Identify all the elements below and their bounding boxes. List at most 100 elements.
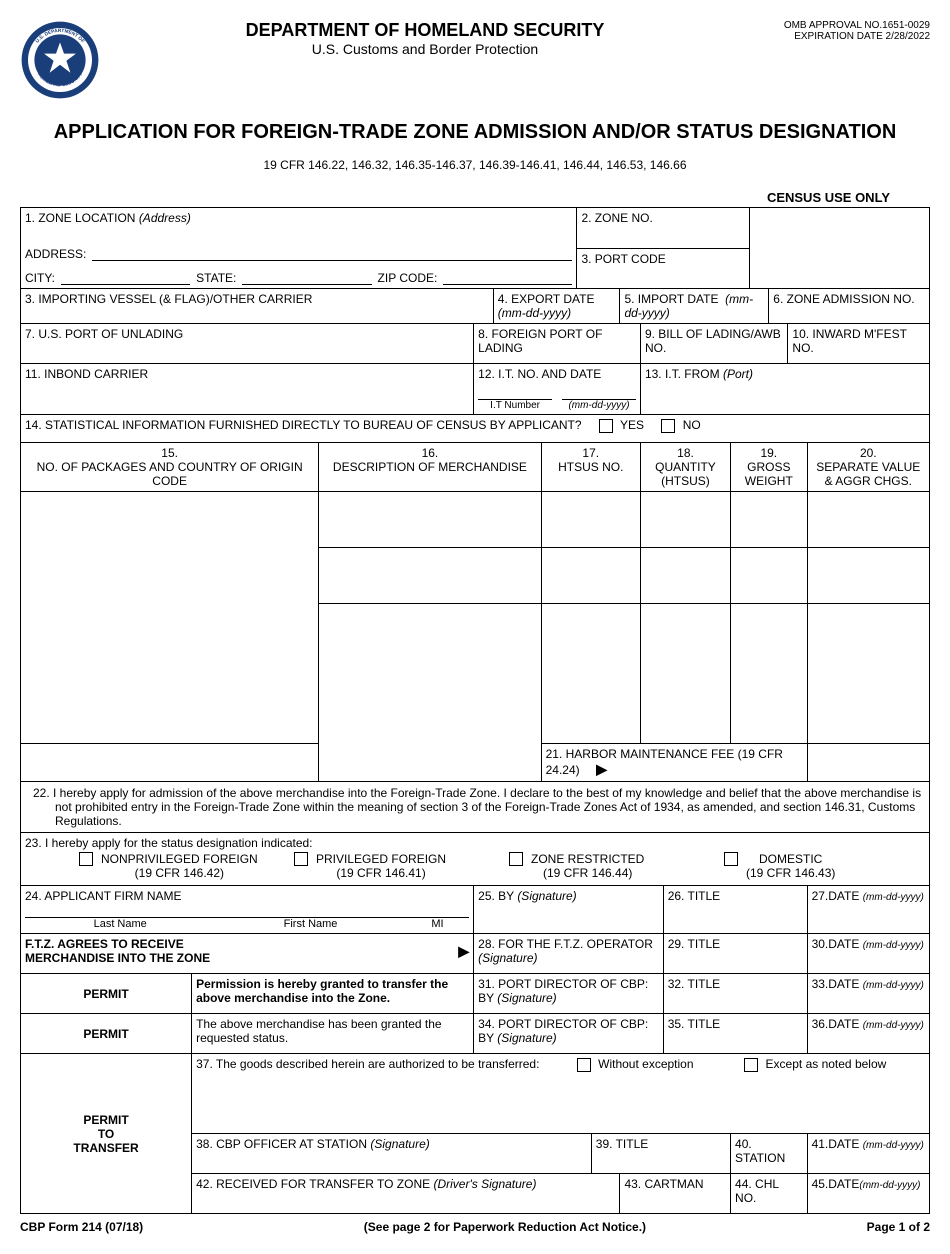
field-29-title[interactable]: 29. TITLE <box>663 934 807 974</box>
form-number: CBP Form 214 (07/18) <box>20 1220 143 1234</box>
it-date-label: (mm-dd-yyyy) <box>562 399 636 411</box>
merch-cell[interactable] <box>21 492 319 548</box>
ftz-agrees: F.T.Z. AGREES TO RECEIVEMERCHANDISE INTO… <box>21 934 474 974</box>
field-3-port-code[interactable]: 3. PORT CODE <box>577 248 750 289</box>
merch-cell[interactable] <box>319 492 541 548</box>
checkbox-yes[interactable] <box>599 419 613 433</box>
field-40-station[interactable]: 40. STATION <box>731 1134 808 1174</box>
dept-title: DEPARTMENT OF HOMELAND SECURITY <box>140 20 710 41</box>
field-10-inward-mfest[interactable]: 10. INWARD M'FEST NO. <box>788 324 930 364</box>
field-4-export-date[interactable]: 4. EXPORT DATE (mm-dd-yyyy) <box>493 289 620 324</box>
merch-cell-blank <box>21 744 319 782</box>
merch-cell[interactable] <box>541 548 640 604</box>
merch-cell[interactable] <box>807 604 929 744</box>
merch-cell[interactable] <box>21 548 319 604</box>
permit-to-transfer-label: PERMIT TO TRANSFER <box>21 1054 192 1214</box>
checkbox-zone-restricted[interactable] <box>509 852 523 866</box>
field-42-received-transfer[interactable]: 42. RECEIVED FOR TRANSFER TO ZONE (Drive… <box>192 1174 620 1214</box>
merch-cell-blank <box>319 744 541 782</box>
field-12-it-no-date[interactable]: 12. I.T. NO. AND DATE I.T Number (mm-dd-… <box>474 364 641 415</box>
field-13-it-from[interactable]: 13. I.T. FROM (Port) <box>640 364 929 415</box>
field-21-amount[interactable] <box>807 744 929 782</box>
permit-label: PERMIT <box>21 974 192 1014</box>
field-45-date[interactable]: 45.DATE(mm-dd-yyyy) <box>807 1174 929 1214</box>
col-15-header: 15.NO. OF PACKAGES AND COUNTRY OF ORIGIN… <box>21 443 319 492</box>
field-32-title[interactable]: 32. TITLE <box>663 974 807 1014</box>
field-34-port-director[interactable]: 34. PORT DIRECTOR OF CBP: BY (Signature) <box>474 1014 664 1054</box>
merch-cell[interactable] <box>731 548 808 604</box>
permit-label: PERMIT <box>21 1014 192 1054</box>
field-39-title[interactable]: 39. TITLE <box>591 1134 730 1174</box>
field-2-zone-no[interactable]: 2. ZONE NO. <box>577 208 750 249</box>
field-1-zone-location[interactable]: 1. ZONE LOCATION (Address) ADDRESS: CITY… <box>21 208 577 289</box>
merch-cell[interactable] <box>731 492 808 548</box>
merch-cell[interactable] <box>807 492 929 548</box>
arrow-right-icon: ▶ <box>596 761 607 777</box>
checkbox-nonprivileged[interactable] <box>79 852 93 866</box>
permit-text-b: The above merchandise has been granted t… <box>192 1014 474 1054</box>
page-number: Page 1 of 2 <box>867 1220 930 1234</box>
field-9-bill-of-lading[interactable]: 9. BILL OF LADING/AWB NO. <box>640 324 787 364</box>
form-table: 1. ZONE LOCATION (Address) ADDRESS: CITY… <box>20 207 930 1214</box>
field-26-title[interactable]: 26. TITLE <box>663 886 807 934</box>
merch-cell[interactable] <box>21 604 319 744</box>
merch-cell[interactable] <box>541 492 640 548</box>
field-36-date[interactable]: 36.DATE (mm-dd-yyyy) <box>807 1014 929 1054</box>
field-7-us-port-unlading[interactable]: 7. U.S. PORT OF UNLADING <box>21 324 474 364</box>
checkbox-privileged[interactable] <box>294 852 308 866</box>
field-5-import-date[interactable]: 5. IMPORT DATE (mm-dd-yyyy) <box>620 289 769 324</box>
merch-cell[interactable] <box>541 604 640 744</box>
merch-cell[interactable] <box>319 604 541 744</box>
field-14-statistical-info[interactable]: 14. STATISTICAL INFORMATION FURNISHED DI… <box>21 415 930 443</box>
form-title: APPLICATION FOR FOREIGN-TRADE ZONE ADMIS… <box>20 121 930 144</box>
field-21-harbor-fee[interactable]: 21. HARBOR MAINTENANCE FEE (19 CFR 24.24… <box>541 744 807 782</box>
checkbox-no[interactable] <box>661 419 675 433</box>
field-35-title[interactable]: 35. TITLE <box>663 1014 807 1054</box>
merch-cell[interactable] <box>640 492 730 548</box>
field-43-cartman[interactable]: 43. CARTMAN <box>620 1174 731 1214</box>
col-20-header: 20.SEPARATE VALUE & AGGR CHGS. <box>807 443 929 492</box>
merch-cell[interactable] <box>731 604 808 744</box>
omb-approval: OMB APPROVAL NO.1651-0029 <box>710 20 930 31</box>
field-6-zone-admission-no[interactable]: 6. ZONE ADMISSION NO. <box>769 289 930 324</box>
field-11-inbond-carrier[interactable]: 11. INBOND CARRIER <box>21 364 474 415</box>
field-28-ftz-operator[interactable]: 28. FOR THE F.T.Z. OPERATOR (Signature) <box>474 934 664 974</box>
sub-dept: U.S. Customs and Border Protection <box>140 41 710 57</box>
field-31-port-director[interactable]: 31. PORT DIRECTOR OF CBP: BY (Signature) <box>474 974 664 1014</box>
field-33-date[interactable]: 33.DATE (mm-dd-yyyy) <box>807 974 929 1014</box>
field-30-date[interactable]: 30.DATE (mm-dd-yyyy) <box>807 934 929 974</box>
omb-expiration: EXPIRATION DATE 2/28/2022 <box>710 31 930 42</box>
checkbox-domestic[interactable] <box>724 852 738 866</box>
paperwork-notice: (See page 2 for Paperwork Reduction Act … <box>364 1220 646 1234</box>
merch-cell[interactable] <box>640 548 730 604</box>
permit-text-a: Permission is hereby granted to transfer… <box>192 974 474 1014</box>
merch-cell[interactable] <box>319 548 541 604</box>
field-25-by-signature[interactable]: 25. BY (Signature) <box>474 886 664 934</box>
field-27-date[interactable]: 27.DATE (mm-dd-yyyy) <box>807 886 929 934</box>
merch-cell[interactable] <box>807 548 929 604</box>
arrow-right-icon: ▶ <box>458 943 469 960</box>
col-16-header: 16.DESCRIPTION OF MERCHANDISE <box>319 443 541 492</box>
field-8-foreign-port-lading[interactable]: 8. FOREIGN PORT OF LADING <box>474 324 641 364</box>
col-18-header: 18.QUANTITY (HTSUS) <box>640 443 730 492</box>
field-24-applicant-firm[interactable]: 24. APPLICANT FIRM NAME Last Name First … <box>21 886 474 934</box>
form-footer: CBP Form 214 (07/18) (See page 2 for Pap… <box>20 1220 930 1234</box>
col-17-header: 17.HTSUS NO. <box>541 443 640 492</box>
merch-cell[interactable] <box>640 604 730 744</box>
address-label: ADDRESS: <box>25 247 86 261</box>
checkbox-without-exception[interactable] <box>577 1058 591 1072</box>
field-23-status-designation: 23. I hereby apply for the status design… <box>21 833 930 886</box>
field-37-transfer-auth[interactable]: 37. The goods described herein are autho… <box>192 1054 930 1134</box>
field-41-date[interactable]: 41.DATE (mm-dd-yyyy) <box>807 1134 929 1174</box>
form-header: U.S. DEPARTMENT OF HOMELAND SECURITY DEP… <box>20 20 930 103</box>
checkbox-except-as-noted[interactable] <box>744 1058 758 1072</box>
field-38-cbp-officer[interactable]: 38. CBP OFFICER AT STATION (Signature) <box>192 1134 592 1174</box>
col-19-header: 19.GROSS WEIGHT <box>731 443 808 492</box>
field-3-importing-vessel[interactable]: 3. IMPORTING VESSEL (& FLAG)/OTHER CARRI… <box>21 289 494 324</box>
field-44-chl-no[interactable]: 44. CHL NO. <box>731 1174 808 1214</box>
zip-label: ZIP CODE: <box>378 271 438 285</box>
city-label: CITY: <box>25 271 55 285</box>
agency-seal: U.S. DEPARTMENT OF HOMELAND SECURITY <box>20 20 140 103</box>
cfr-refs: 19 CFR 146.22, 146.32, 146.35-146.37, 14… <box>20 158 930 172</box>
census-box <box>750 208 930 289</box>
